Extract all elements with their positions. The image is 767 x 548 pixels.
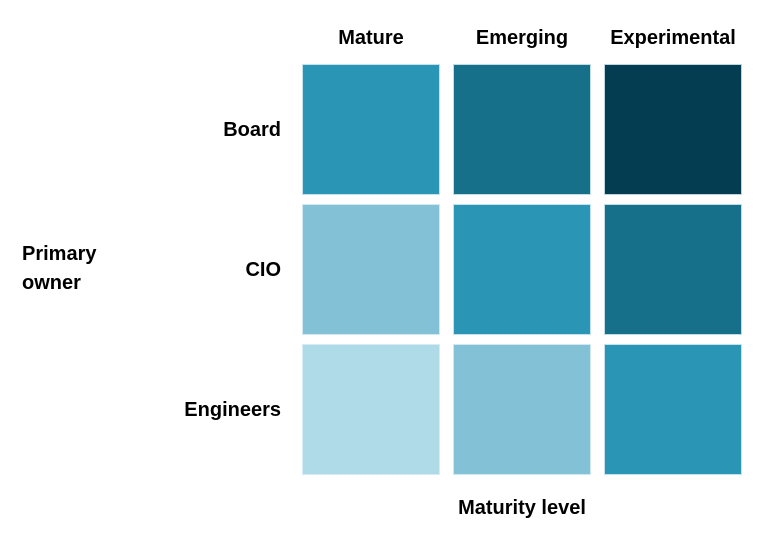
heatmap-cell-engineers-emerging xyxy=(453,344,591,475)
heatmap-cell-cio-mature xyxy=(302,204,440,335)
heatmap-grid xyxy=(302,64,742,475)
heatmap-cell-engineers-mature xyxy=(302,344,440,475)
x-axis-category-labels: Mature Emerging Experimental xyxy=(302,25,742,51)
column-header-experimental: Experimental xyxy=(610,27,736,49)
heatmap-cell-cio-experimental xyxy=(604,204,742,335)
x-axis-title: Maturity level xyxy=(458,497,586,519)
row-label-cio: CIO xyxy=(245,259,281,281)
y-axis-title: Primary owner xyxy=(22,243,97,294)
heatmap-cell-engineers-experimental xyxy=(604,344,742,475)
heatmap-cell-board-mature xyxy=(302,64,440,195)
y-axis-category-labels: Board CIO Engineers xyxy=(0,0,281,548)
heatmap-cell-board-emerging xyxy=(453,64,591,195)
column-header-mature: Mature xyxy=(338,27,404,49)
heatmap-cell-board-experimental xyxy=(604,64,742,195)
row-label-board: Board xyxy=(223,119,281,141)
row-label-engineers: Engineers xyxy=(184,399,281,421)
heatmap-cell-cio-emerging xyxy=(453,204,591,335)
column-header-emerging: Emerging xyxy=(475,27,569,49)
